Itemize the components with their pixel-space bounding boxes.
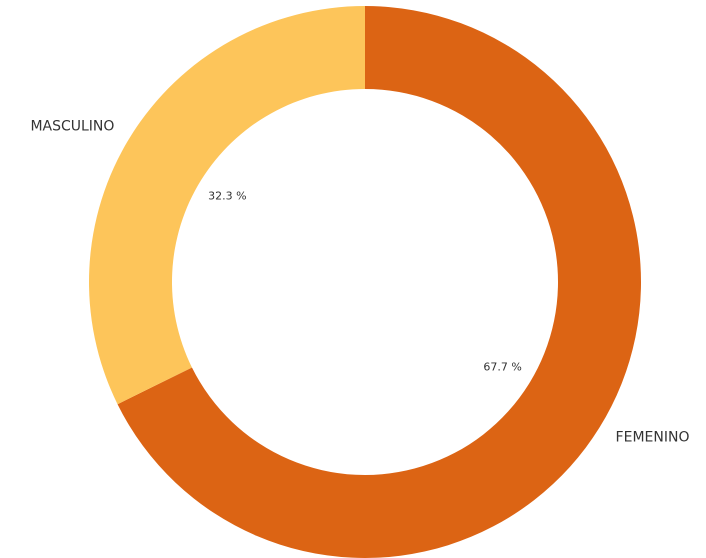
category-label: MASCULINO [30,118,114,134]
value-label: 67.7 % [483,361,521,374]
donut-slice [117,6,641,558]
category-label: FEMENINO [616,430,690,446]
donut-slice [88,6,365,405]
value-label: 32.3 % [208,189,246,202]
